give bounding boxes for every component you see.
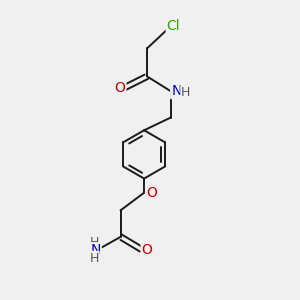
Text: Cl: Cl [167, 19, 180, 33]
Text: H: H [181, 86, 190, 99]
Text: O: O [142, 243, 152, 257]
Text: N: N [171, 84, 182, 98]
Text: H: H [89, 252, 99, 265]
Text: N: N [90, 243, 101, 257]
Text: H: H [89, 236, 99, 249]
Text: O: O [146, 186, 157, 200]
Text: O: O [115, 81, 125, 95]
